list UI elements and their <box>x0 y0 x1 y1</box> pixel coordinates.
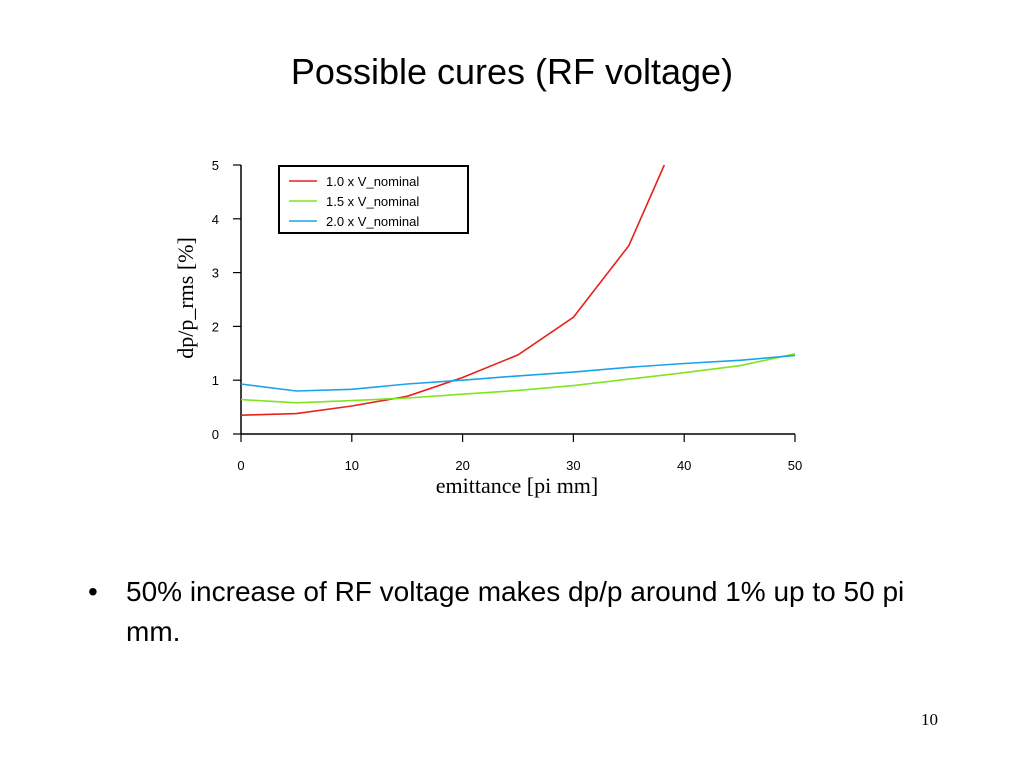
y-tick-label: 1 <box>212 373 219 388</box>
y-tick-label: 2 <box>212 319 219 334</box>
legend-label: 1.0 x V_nominal <box>326 174 419 189</box>
series-line-1 <box>240 164 666 416</box>
y-axis-label: dp/p_rms [%] <box>173 237 198 359</box>
y-tick-label: 3 <box>212 266 219 281</box>
x-axis-label: emittance [pi mm] <box>436 473 599 498</box>
series-line-3 <box>240 354 796 392</box>
x-tick-label: 40 <box>677 458 691 473</box>
page-number: 10 <box>921 710 938 729</box>
slide-title: Possible cures (RF voltage) <box>290 51 734 92</box>
bullet-text: 50% increase of RF voltage makes dp/p ar… <box>126 576 905 647</box>
y-tick-label: 0 <box>212 427 219 442</box>
legend-box <box>278 165 469 234</box>
y-tick-label: 5 <box>212 158 219 173</box>
series-line-2 <box>240 353 796 404</box>
bullet-dot: • <box>88 576 98 607</box>
legend-label: 1.5 x V_nominal <box>326 194 419 209</box>
x-tick-label: 20 <box>455 458 469 473</box>
x-tick-label: 10 <box>345 458 359 473</box>
x-tick-label: 30 <box>566 458 580 473</box>
plot-lines <box>240 164 796 416</box>
x-tick-label: 0 <box>237 458 244 473</box>
y-tick-label: 4 <box>212 212 219 227</box>
legend: 1.0 x V_nominal 1.5 x V_nominal 2.0 x V_no… <box>278 165 469 234</box>
legend-label: 2.0 x V_nominal <box>326 214 419 229</box>
x-tick-label: 50 <box>788 458 802 473</box>
